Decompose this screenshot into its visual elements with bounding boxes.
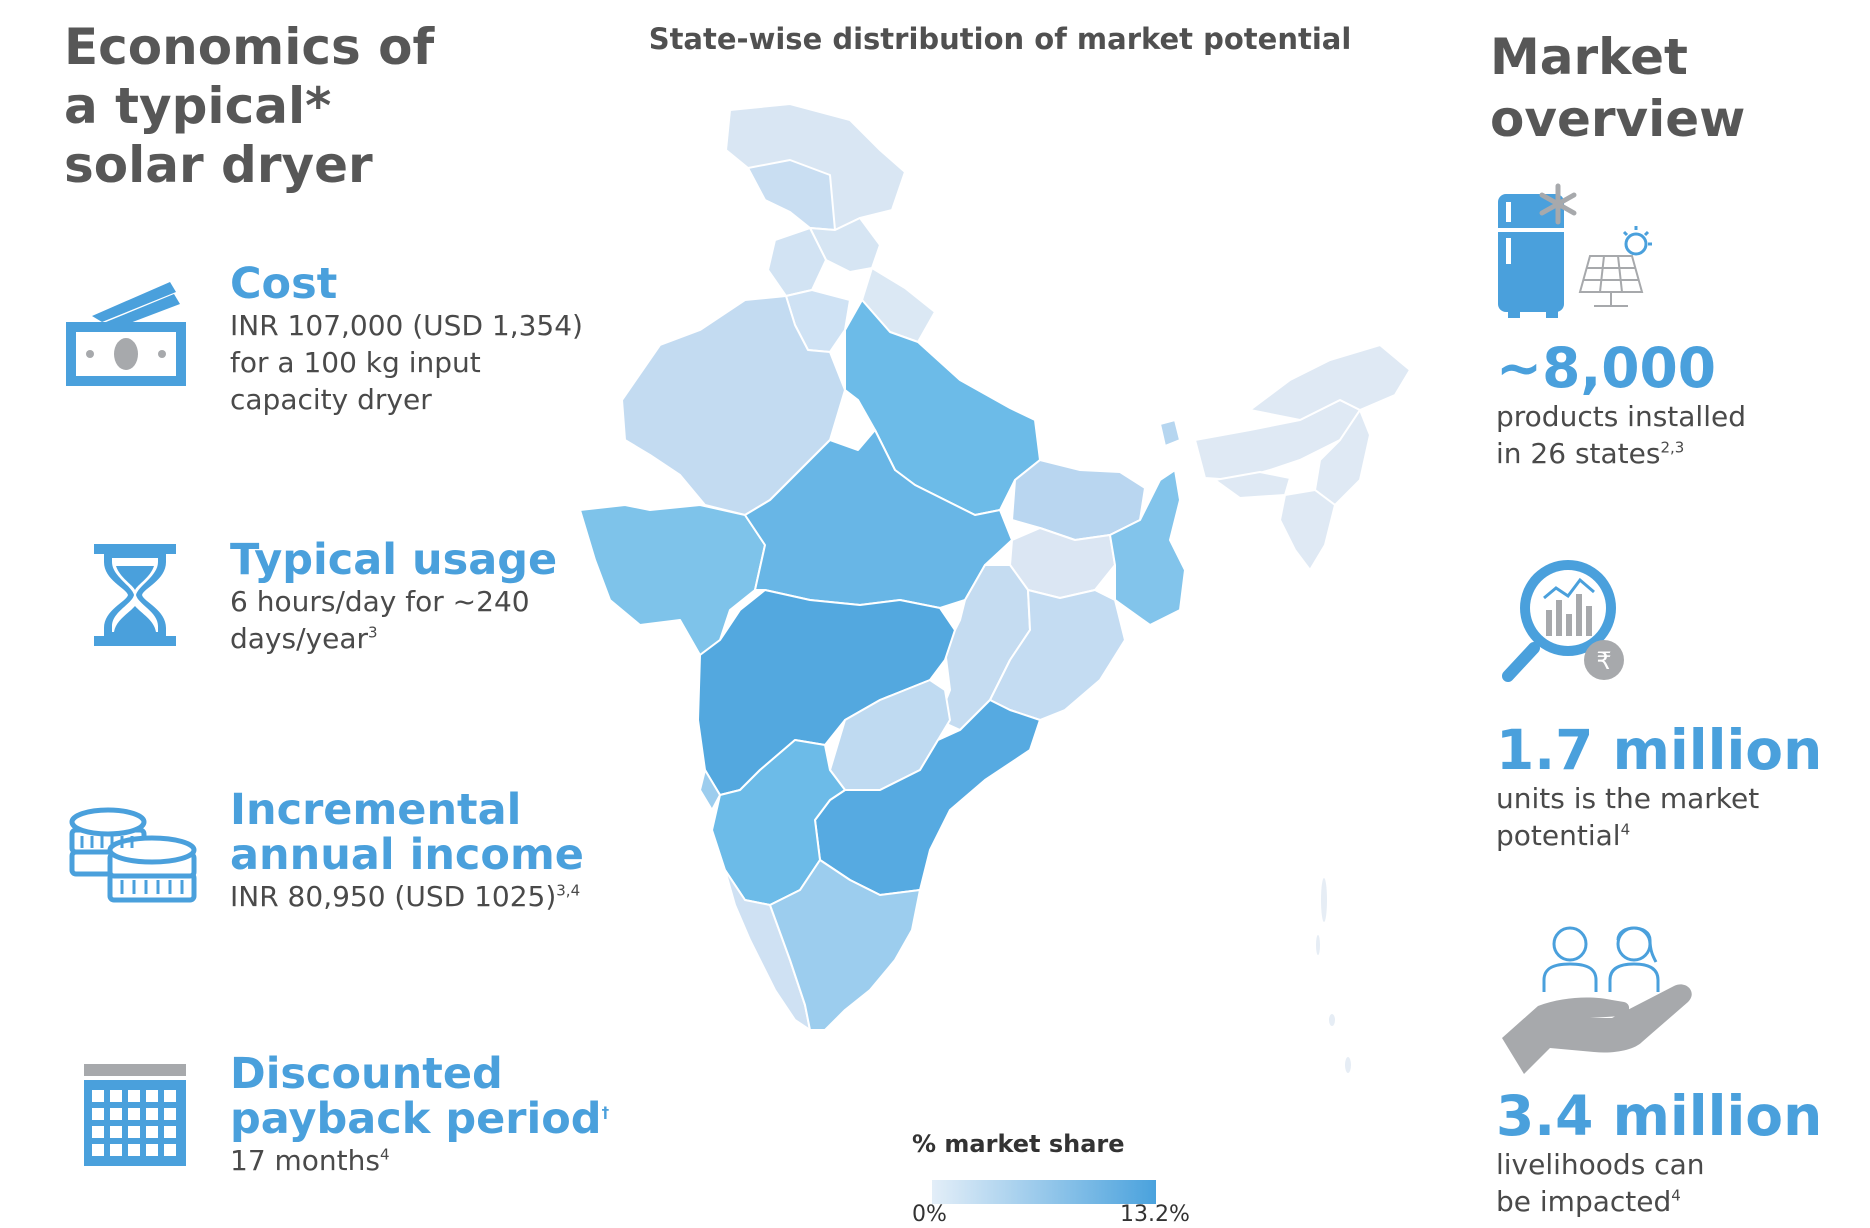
calendar-cell xyxy=(146,1144,158,1156)
installed-stat: ~8,000 products installed in 26 states2,… xyxy=(1496,338,1746,472)
payback-heading: Discounted payback period† xyxy=(230,1049,610,1144)
region-arunachal xyxy=(1249,344,1411,421)
cash-icon xyxy=(66,282,186,386)
region-mizoram-tripura xyxy=(1279,489,1336,571)
region-gujarat xyxy=(579,504,766,656)
region-uttar-pradesh xyxy=(844,299,1041,516)
calendar-cell xyxy=(92,1144,104,1156)
calendar-cell xyxy=(146,1126,158,1138)
livelihoods-desc: livelihoods can be impacted4 xyxy=(1496,1148,1705,1218)
usage-block: Typical usage 6 hours/day for ~240 days/… xyxy=(230,538,557,657)
region-tamil-nadu xyxy=(769,859,921,1031)
market-potential-desc: units is the market potential4 xyxy=(1496,782,1760,852)
hourglass-icon xyxy=(94,544,176,646)
calendar-cell xyxy=(128,1090,140,1102)
cost-heading: Cost xyxy=(230,259,338,309)
installed-desc: products installed in 26 states2,3 xyxy=(1496,400,1746,470)
legend-title: % market share xyxy=(912,1130,1125,1158)
calendar-cell xyxy=(92,1090,104,1102)
solar-fridge-icon xyxy=(1498,183,1652,318)
map-title: State-wise distribution of market potent… xyxy=(648,22,1352,56)
income-block: Incremental annual income INR 80,950 (US… xyxy=(230,788,584,915)
coins-icon xyxy=(69,807,197,903)
market-overview-title: Market overview xyxy=(1490,28,1746,148)
usage-body: 6 hours/day for ~240 days/year3 xyxy=(230,585,530,655)
page-title: Economics of a typical* solar dryer xyxy=(64,18,435,194)
market-potential-value: 1.7 million xyxy=(1496,718,1823,782)
svg-text:₹: ₹ xyxy=(1596,647,1611,675)
calendar-cell xyxy=(146,1090,158,1102)
region-west-bengal xyxy=(1109,469,1186,626)
calendar-cell xyxy=(164,1126,176,1138)
calendar-cell xyxy=(164,1108,176,1120)
income-body: INR 80,950 (USD 1025)3,4 xyxy=(230,880,581,913)
cost-body: INR 107,000 (USD 1,354) for a 100 kg inp… xyxy=(230,309,583,416)
andaman-islands xyxy=(1316,878,1351,1073)
calendar-cell xyxy=(164,1090,176,1102)
hand-people-icon xyxy=(1502,926,1692,1074)
payback-body: 17 months4 xyxy=(230,1144,390,1177)
calendar-cell xyxy=(92,1126,104,1138)
region-meghalaya xyxy=(1214,471,1291,499)
installed-value: ~8,000 xyxy=(1496,336,1717,400)
calendar-cell xyxy=(128,1144,140,1156)
income-heading: Incremental annual income xyxy=(230,785,584,880)
usage-heading: Typical usage xyxy=(230,535,558,585)
calendar-cell xyxy=(110,1108,122,1120)
calendar-icon xyxy=(84,1064,186,1166)
market-potential-stat: 1.7 million units is the market potentia… xyxy=(1496,720,1822,854)
calendar-cell xyxy=(164,1144,176,1156)
calendar-cell xyxy=(128,1126,140,1138)
calendar-cell xyxy=(146,1108,158,1120)
calendar-cell xyxy=(128,1108,140,1120)
calendar-cell xyxy=(110,1144,122,1156)
india-market-share-map xyxy=(579,103,1411,1073)
livelihoods-value: 3.4 million xyxy=(1496,1084,1823,1148)
magnifier-chart-icon: ₹ xyxy=(1502,560,1624,682)
legend-gradient-bar xyxy=(932,1180,1156,1204)
region-sikkim xyxy=(1159,419,1181,447)
payback-block: Discounted payback period† 17 months4 xyxy=(230,1052,609,1179)
calendar-cell xyxy=(110,1126,122,1138)
livelihoods-stat: 3.4 million livelihoods can be impacted4 xyxy=(1496,1086,1822,1220)
calendar-cell xyxy=(92,1108,104,1120)
cost-block: Cost INR 107,000 (USD 1,354) for a 100 k… xyxy=(230,262,583,418)
region-himachal xyxy=(809,217,881,273)
legend-min-label: 0% xyxy=(912,1202,947,1227)
legend-max-label: 13.2% xyxy=(1120,1202,1190,1227)
region-goa xyxy=(699,769,721,811)
region-nagaland-manipur xyxy=(1314,409,1371,506)
calendar-cell xyxy=(110,1090,122,1102)
region-odisha xyxy=(989,589,1126,721)
